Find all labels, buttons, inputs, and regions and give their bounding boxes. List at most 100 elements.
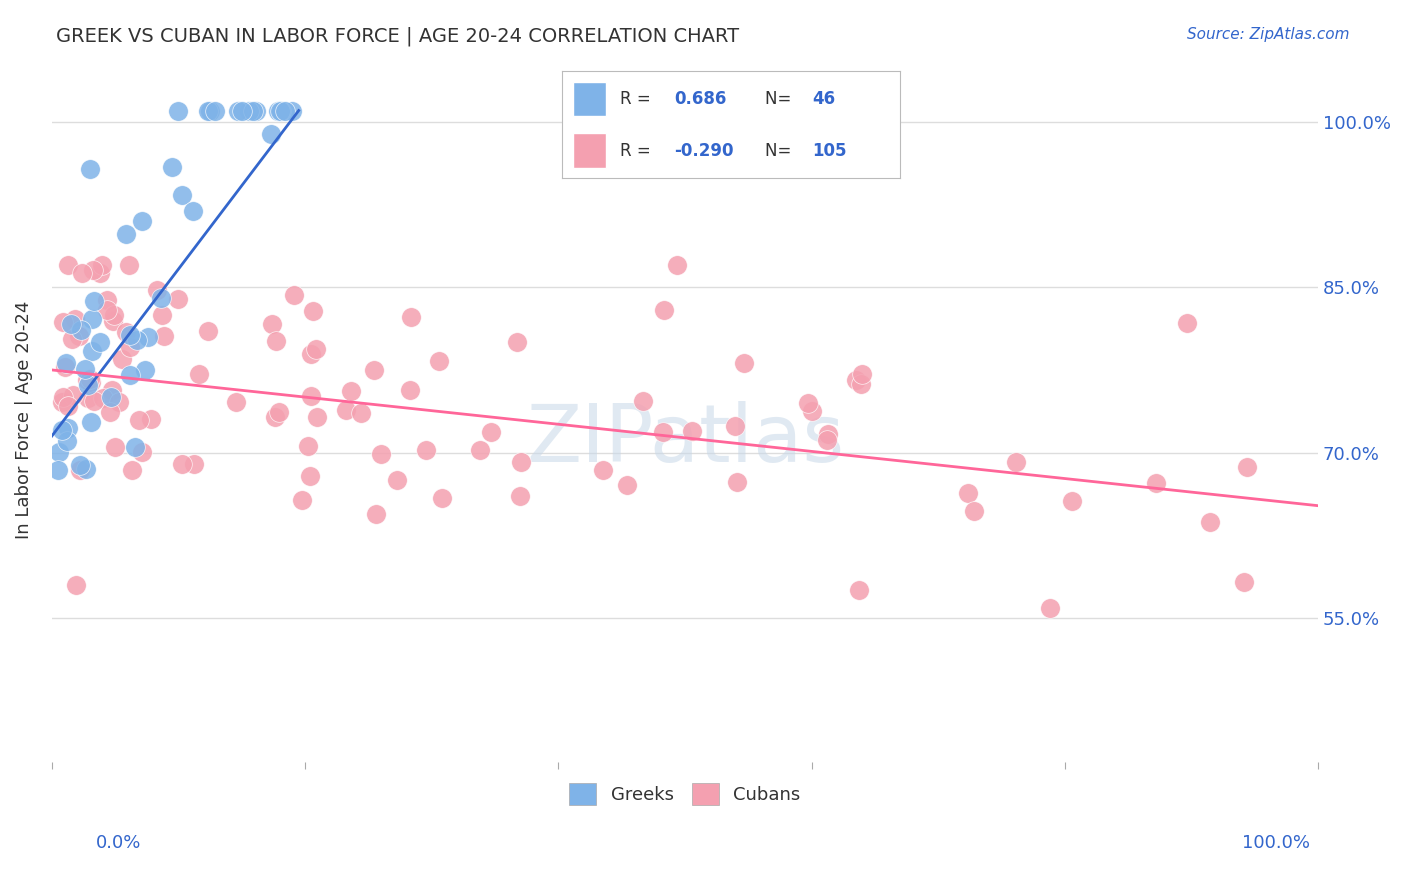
Point: [399, 310, 422, 324]
Text: 0.686: 0.686: [673, 90, 725, 108]
Point: [56, 421, 79, 435]
Point: [851, 367, 873, 381]
Point: [60, 332, 83, 346]
Point: [415, 442, 437, 457]
Point: [56, 434, 79, 448]
Point: [1232, 574, 1254, 589]
Point: [1144, 475, 1167, 490]
Point: [118, 368, 141, 383]
Point: [103, 308, 125, 322]
Y-axis label: In Labor Force | Age 20-24: In Labor Force | Age 20-24: [15, 301, 32, 539]
Point: [124, 440, 146, 454]
Point: [299, 347, 322, 361]
Point: [432, 491, 454, 505]
Point: [77, 391, 100, 405]
Point: [134, 363, 156, 377]
Point: [80, 415, 103, 429]
Text: 46: 46: [813, 90, 835, 108]
Point: [198, 103, 221, 118]
Point: [80, 375, 103, 389]
Point: [46, 463, 69, 477]
Point: [665, 258, 688, 272]
Point: [58, 258, 80, 272]
Point: [269, 405, 291, 419]
Point: [281, 103, 304, 118]
Point: [1199, 515, 1222, 529]
Point: [96, 293, 118, 307]
Point: [245, 103, 267, 118]
Point: [851, 376, 873, 391]
Point: [139, 411, 162, 425]
Point: [301, 303, 323, 318]
Point: [956, 485, 979, 500]
Point: [298, 468, 321, 483]
Point: [370, 447, 392, 461]
Point: [652, 303, 675, 318]
Text: N=: N=: [765, 90, 796, 108]
Point: [815, 434, 838, 448]
Point: [387, 474, 409, 488]
Point: [299, 389, 322, 403]
Text: N=: N=: [765, 142, 796, 160]
Point: [172, 458, 194, 472]
Point: [98, 404, 121, 418]
Point: [79, 162, 101, 177]
Point: [115, 227, 138, 241]
Legend: Greeks, Cubans: Greeks, Cubans: [560, 774, 810, 814]
Point: [58, 399, 80, 413]
Point: [267, 103, 290, 118]
Point: [76, 373, 98, 387]
Point: [228, 103, 250, 118]
Point: [53, 359, 76, 374]
Point: [152, 329, 174, 343]
Point: [183, 458, 205, 472]
Text: R =: R =: [620, 142, 655, 160]
Point: [69, 323, 91, 337]
Point: [51, 423, 73, 437]
Point: [197, 324, 219, 338]
Point: [963, 504, 986, 518]
Point: [100, 390, 122, 404]
Point: [616, 478, 638, 492]
Point: [70, 266, 93, 280]
Point: [65, 578, 87, 592]
Point: [363, 363, 385, 377]
Text: GREEK VS CUBAN IN LABOR FORCE | AGE 20-24 CORRELATION CHART: GREEK VS CUBAN IN LABOR FORCE | AGE 20-2…: [56, 27, 740, 46]
Point: [167, 293, 190, 307]
Point: [204, 103, 226, 118]
Point: [82, 312, 104, 326]
Text: 105: 105: [813, 142, 846, 160]
Point: [131, 214, 153, 228]
Point: [120, 328, 142, 343]
Point: [262, 318, 284, 332]
Point: [79, 372, 101, 386]
Text: R =: R =: [620, 90, 655, 108]
Point: [297, 439, 319, 453]
Bar: [572, 134, 606, 168]
Point: [848, 583, 870, 598]
Point: [75, 461, 97, 475]
Point: [681, 425, 703, 439]
Point: [270, 103, 292, 118]
Point: [224, 394, 246, 409]
Point: [335, 403, 357, 417]
Point: [733, 356, 755, 370]
Point: [305, 343, 328, 357]
Point: [69, 458, 91, 472]
Point: [1236, 460, 1258, 475]
Point: [509, 489, 531, 503]
Point: [118, 340, 141, 354]
Point: [101, 314, 124, 328]
Point: [1039, 600, 1062, 615]
Point: [104, 441, 127, 455]
Point: [52, 390, 75, 404]
Point: [231, 103, 253, 118]
Point: [1175, 316, 1198, 330]
Point: [96, 302, 118, 317]
Point: [91, 392, 114, 406]
Point: [108, 395, 131, 409]
Point: [83, 394, 105, 409]
Point: [800, 404, 823, 418]
Point: [652, 425, 675, 439]
Point: [238, 103, 260, 118]
